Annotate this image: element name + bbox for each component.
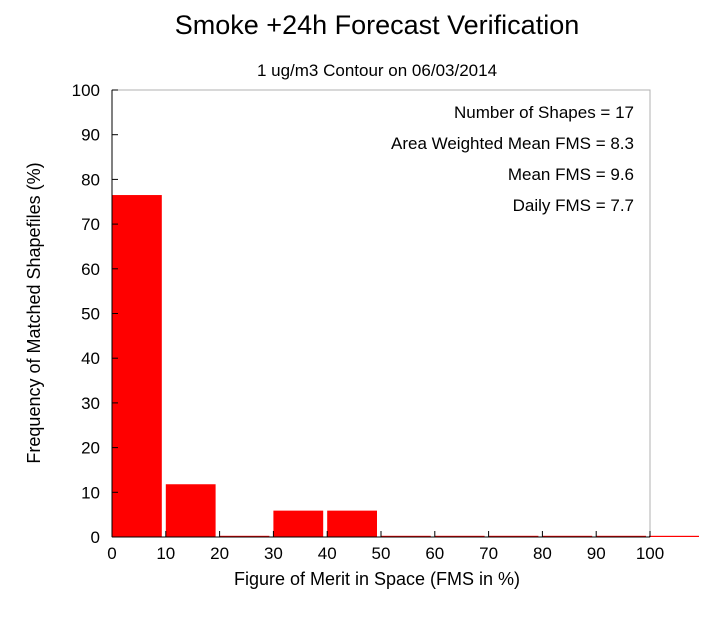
bar <box>596 535 646 537</box>
chart-title: Smoke +24h Forecast Verification <box>175 10 579 40</box>
x-tick-label: 100 <box>636 544 664 563</box>
x-tick-label: 40 <box>318 544 337 563</box>
x-tick-label: 20 <box>210 544 229 563</box>
axes <box>111 89 651 538</box>
x-tick-label: 70 <box>479 544 498 563</box>
statistic-annotation: Area Weighted Mean FMS = 8.3 <box>391 134 634 153</box>
bar <box>327 510 377 537</box>
bar <box>219 535 270 537</box>
x-tick-label: 50 <box>372 544 391 563</box>
y-axis-label: Frequency of Matched Shapefiles (%) <box>24 162 44 463</box>
chart-subtitle: 1 ug/m3 Contour on 06/03/2014 <box>257 61 497 80</box>
bars <box>112 195 699 538</box>
y-tick-label: 60 <box>81 260 100 279</box>
tick-labels: 0 10 20 30 40 50 60 70 80 90 100 0 10 20 30 40 50 60 70 80 9… <box>72 81 665 563</box>
x-tick-label: 80 <box>533 544 552 563</box>
bar <box>165 484 216 537</box>
y-tick-label: 90 <box>81 126 100 145</box>
statistic-annotation: Mean FMS = 9.6 <box>508 165 634 184</box>
bar <box>273 510 324 537</box>
y-tick-label: 70 <box>81 215 100 234</box>
y-tick-label: 10 <box>81 483 100 502</box>
x-tick-label: 60 <box>425 544 444 563</box>
x-tick-label: 10 <box>156 544 175 563</box>
y-tick-label: 0 <box>91 528 100 547</box>
bar <box>488 535 539 537</box>
y-tick-label: 40 <box>81 349 100 368</box>
y-tick-label: 100 <box>72 81 100 100</box>
bar <box>381 535 431 537</box>
y-tick-label: 50 <box>81 305 100 324</box>
bar <box>112 195 162 538</box>
y-tick-label: 30 <box>81 394 100 413</box>
x-tick-label: 0 <box>107 544 116 563</box>
x-tick-label: 90 <box>587 544 606 563</box>
y-tick-label: 80 <box>81 170 100 189</box>
statistic-annotation: Daily FMS = 7.7 <box>513 196 634 215</box>
bar-baseline-extension <box>649 535 699 537</box>
x-axis-label: Figure of Merit in Space (FMS in %) <box>234 569 520 589</box>
statistic-annotation: Number of Shapes = 17 <box>454 103 634 122</box>
bar <box>542 535 593 537</box>
x-tick-label: 30 <box>264 544 283 563</box>
bar <box>434 535 485 537</box>
statistics-annotations: Number of Shapes = 17 Area Weighted Mean … <box>391 103 634 215</box>
y-tick-label: 20 <box>81 439 100 458</box>
